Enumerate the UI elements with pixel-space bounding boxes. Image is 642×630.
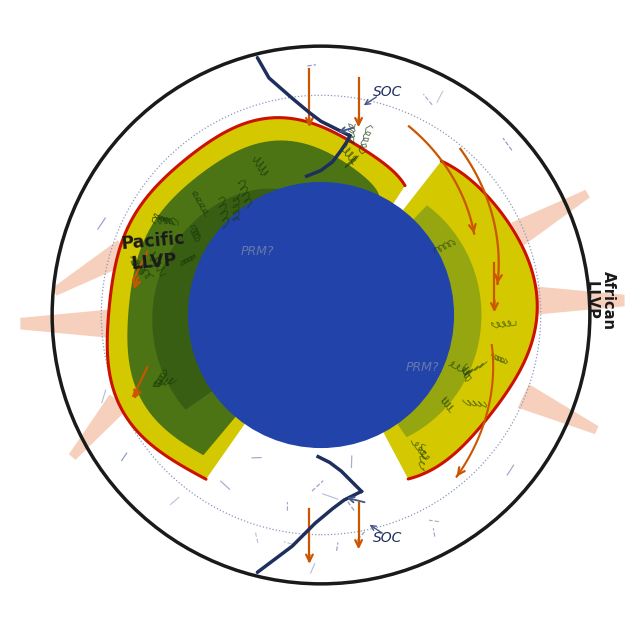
Text: PRM?: PRM? — [241, 245, 274, 258]
Polygon shape — [152, 183, 349, 410]
Polygon shape — [518, 384, 598, 434]
Polygon shape — [107, 118, 405, 479]
Text: Pacific
LLVP: Pacific LLVP — [119, 229, 187, 273]
Polygon shape — [127, 140, 383, 455]
Text: SOC: SOC — [373, 530, 403, 544]
Text: SOC: SOC — [373, 86, 403, 100]
Polygon shape — [52, 240, 131, 295]
Polygon shape — [511, 190, 590, 245]
Polygon shape — [532, 286, 625, 315]
Polygon shape — [383, 161, 537, 479]
Circle shape — [189, 183, 453, 447]
Text: African
LLVP: African LLVP — [584, 271, 616, 330]
Polygon shape — [397, 205, 482, 437]
Polygon shape — [69, 394, 128, 460]
Polygon shape — [21, 309, 113, 338]
Text: PRM?: PRM? — [406, 360, 439, 374]
